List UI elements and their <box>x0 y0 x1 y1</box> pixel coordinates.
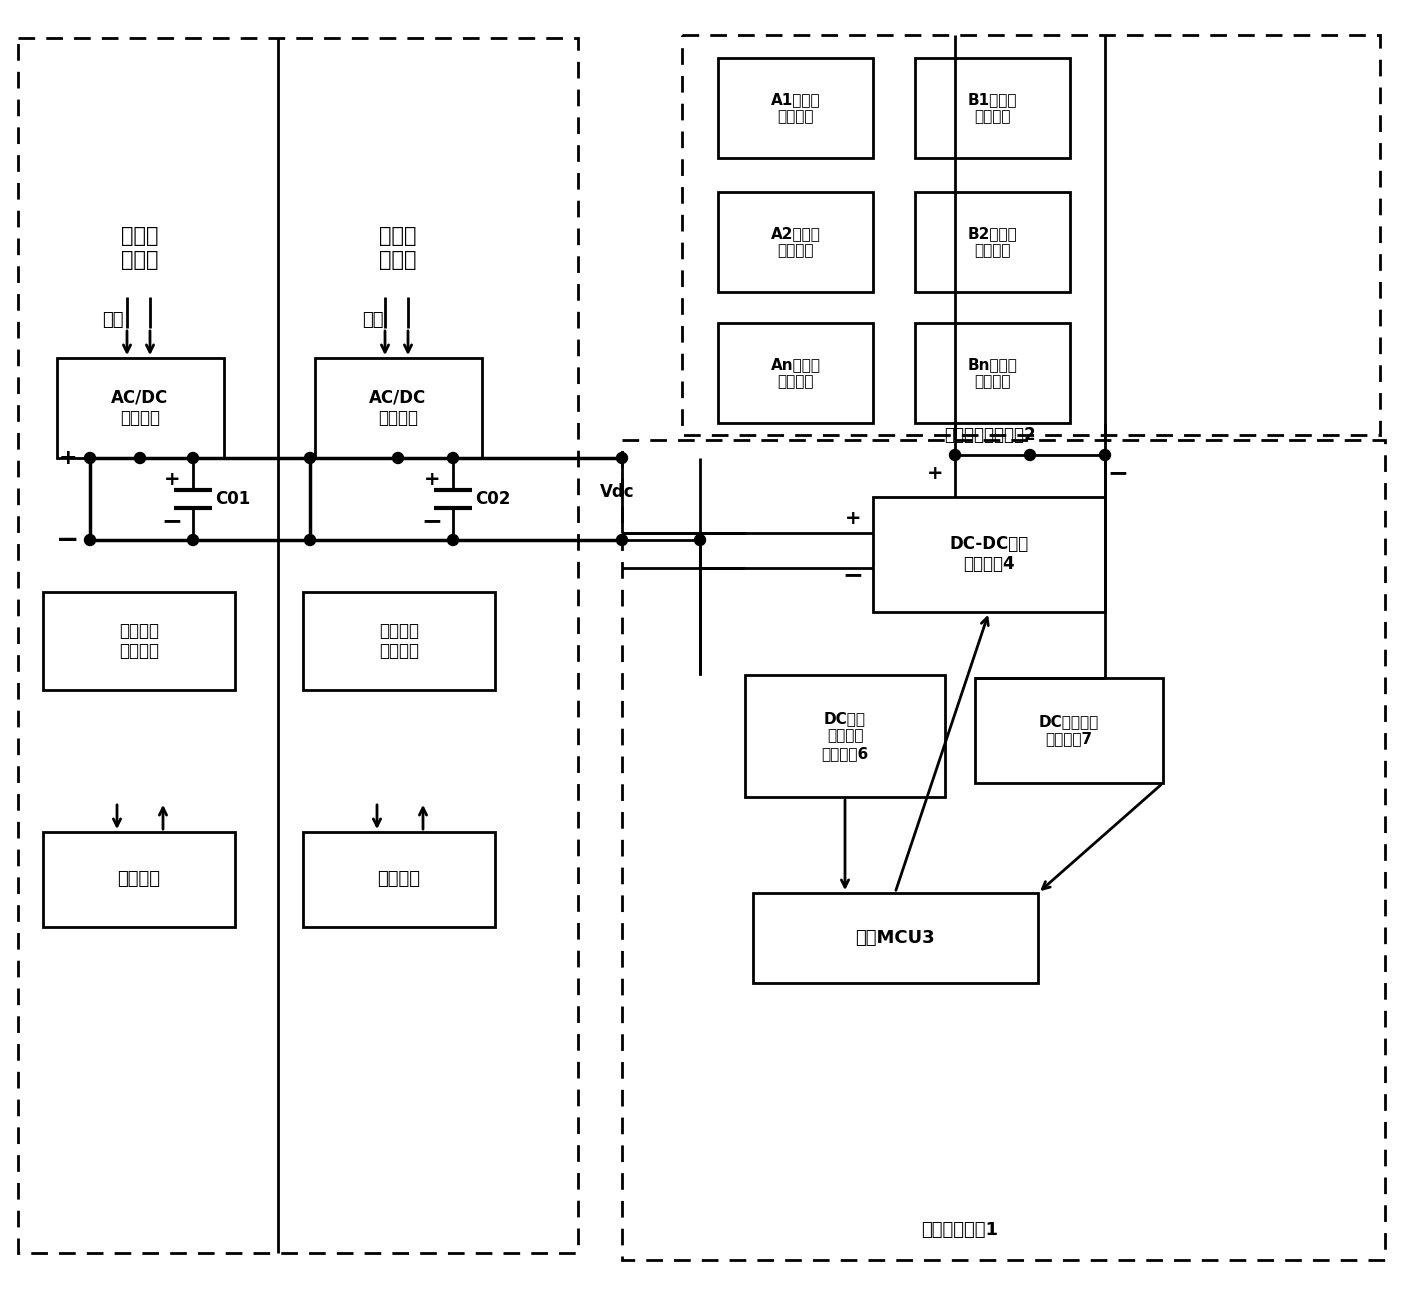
Circle shape <box>305 452 316 464</box>
Text: AC/DC
变换电路: AC/DC 变换电路 <box>370 388 427 427</box>
Text: −: − <box>162 509 183 533</box>
Circle shape <box>1100 449 1111 461</box>
Bar <box>873 498 1105 612</box>
Text: DC电压取样
单元电路7: DC电压取样 单元电路7 <box>1039 713 1100 746</box>
Bar <box>18 38 578 1254</box>
Bar <box>622 440 1384 1260</box>
Circle shape <box>187 452 198 464</box>
Text: +: + <box>424 469 441 488</box>
Bar <box>752 892 1039 983</box>
Text: B1控制与
变换单元: B1控制与 变换单元 <box>968 92 1017 125</box>
Circle shape <box>694 534 706 546</box>
Bar <box>718 192 873 292</box>
Text: 主控MCU3: 主控MCU3 <box>856 929 935 947</box>
Circle shape <box>448 452 459 464</box>
Bar <box>975 678 1163 783</box>
Text: −: − <box>1108 461 1128 485</box>
Text: A1控制与
变换单元: A1控制与 变换单元 <box>771 92 820 125</box>
Bar <box>315 359 482 459</box>
Text: 空调器
室外侧: 空调器 室外侧 <box>380 226 417 270</box>
Bar <box>915 58 1070 158</box>
Text: 市电: 市电 <box>363 310 384 329</box>
Bar <box>43 592 235 690</box>
Text: DC-DC隔离
变换电路4: DC-DC隔离 变换电路4 <box>949 535 1029 573</box>
Text: 太阳能控制器1: 太阳能控制器1 <box>921 1221 999 1239</box>
Bar <box>303 592 495 690</box>
Text: 其他电路: 其他电路 <box>377 870 421 889</box>
Bar <box>57 359 224 459</box>
Circle shape <box>448 534 459 546</box>
Circle shape <box>949 449 961 461</box>
Text: Bn控制与
变换单元: Bn控制与 变换单元 <box>968 357 1017 390</box>
Text: DC电压
隔离取样
单元电路6: DC电压 隔离取样 单元电路6 <box>822 711 869 761</box>
Text: C01: C01 <box>215 490 251 508</box>
Circle shape <box>393 452 404 464</box>
Circle shape <box>305 534 316 546</box>
Circle shape <box>187 534 198 546</box>
Text: C02: C02 <box>475 490 510 508</box>
Circle shape <box>1024 449 1036 461</box>
Circle shape <box>616 534 628 546</box>
Bar <box>745 675 945 798</box>
Text: +: + <box>58 448 78 468</box>
Text: −: − <box>421 509 442 533</box>
Text: +: + <box>164 469 180 488</box>
Text: AC/DC
变换电路: AC/DC 变换电路 <box>112 388 169 427</box>
Circle shape <box>616 452 628 464</box>
Bar <box>915 323 1070 423</box>
Text: A2控制与
变换单元: A2控制与 变换单元 <box>771 226 820 259</box>
Text: Vdc: Vdc <box>599 483 635 501</box>
Text: An控制与
变换单元: An控制与 变换单元 <box>771 357 820 390</box>
Text: 其他电路: 其他电路 <box>118 870 160 889</box>
Circle shape <box>85 452 95 464</box>
Bar <box>718 58 873 158</box>
Circle shape <box>135 452 146 464</box>
Bar <box>682 35 1380 435</box>
Text: B2控制与
变换单元: B2控制与 变换单元 <box>968 226 1017 259</box>
Text: 空调器
室内侧: 空调器 室内侧 <box>122 226 159 270</box>
Bar <box>43 831 235 927</box>
Text: +: + <box>927 464 944 482</box>
Circle shape <box>85 534 95 546</box>
Text: −: − <box>843 562 863 587</box>
Bar <box>303 831 495 927</box>
Text: 太阳能电池板阵列2: 太阳能电池板阵列2 <box>944 426 1036 444</box>
Text: −: − <box>57 526 79 553</box>
Text: +: + <box>845 508 862 527</box>
Bar <box>915 192 1070 292</box>
Text: 开关电源
直流风机: 开关电源 直流风机 <box>119 622 159 660</box>
Bar <box>718 323 873 423</box>
Text: 开关电源
直流风机: 开关电源 直流风机 <box>378 622 419 660</box>
Text: 市电: 市电 <box>102 310 123 329</box>
